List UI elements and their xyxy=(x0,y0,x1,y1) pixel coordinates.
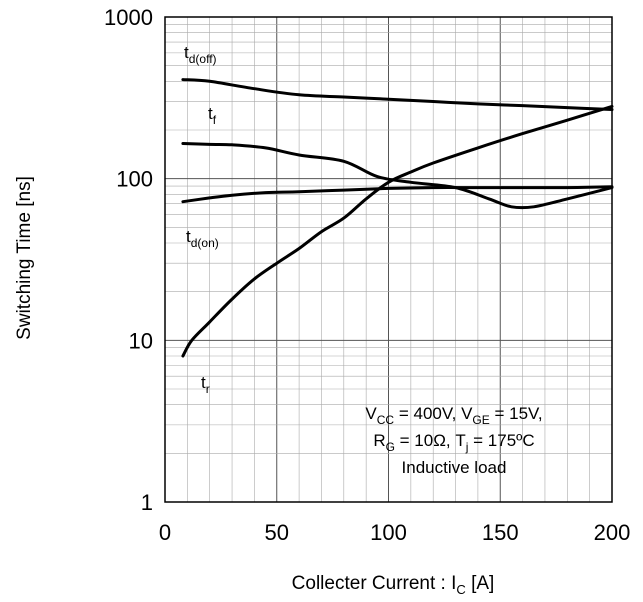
x-tick-labels: 0 50 100 150 200 xyxy=(159,520,630,545)
series-line-tf xyxy=(181,142,614,210)
annotation-line: VCC = 400V, VGE = 15V, xyxy=(365,404,542,427)
plot-frame xyxy=(164,16,613,503)
x-axis-label: Collecter Current : IC [A] xyxy=(292,573,495,597)
grid xyxy=(165,17,612,502)
x-axis-label-sub: C xyxy=(456,582,465,597)
x-tick-label: 200 xyxy=(594,520,631,545)
curves xyxy=(181,78,614,358)
series-line-tr xyxy=(181,104,614,358)
conditions-annotation: VCC = 400V, VGE = 15V, RG = 10Ω, Tj = 175… xyxy=(365,404,542,477)
x-tick-label: 150 xyxy=(482,520,519,545)
y-tick-label: 1 xyxy=(141,490,153,515)
y-tick-label: 1000 xyxy=(104,5,153,30)
y-tick-label: 10 xyxy=(129,328,153,353)
x-axis-label-main: Collecter Current : I xyxy=(292,573,457,594)
y-tick-label: 100 xyxy=(116,167,153,192)
x-tick-label: 50 xyxy=(265,520,289,545)
series-label-td-on: td(on) xyxy=(186,227,219,250)
series-labels: td(off) tf td(on) tr xyxy=(184,43,219,396)
y-tick-labels: 1 10 100 1000 xyxy=(104,5,153,515)
series-label-td-off: td(off) xyxy=(184,43,217,66)
series-label-tr: tr xyxy=(201,373,210,396)
series-line-td-on xyxy=(181,185,614,204)
annotation-line: Inductive load xyxy=(402,458,507,477)
series-line-td-off xyxy=(181,78,614,111)
x-axis-label-unit: [A] xyxy=(466,573,495,594)
x-tick-label: 100 xyxy=(370,520,407,545)
x-tick-label: 0 xyxy=(159,520,171,545)
y-axis-label: Switching Time [ns] xyxy=(14,176,35,340)
annotation-line: RG = 10Ω, Tj = 175ºC xyxy=(373,431,534,454)
series-label-tf: tf xyxy=(208,104,217,127)
